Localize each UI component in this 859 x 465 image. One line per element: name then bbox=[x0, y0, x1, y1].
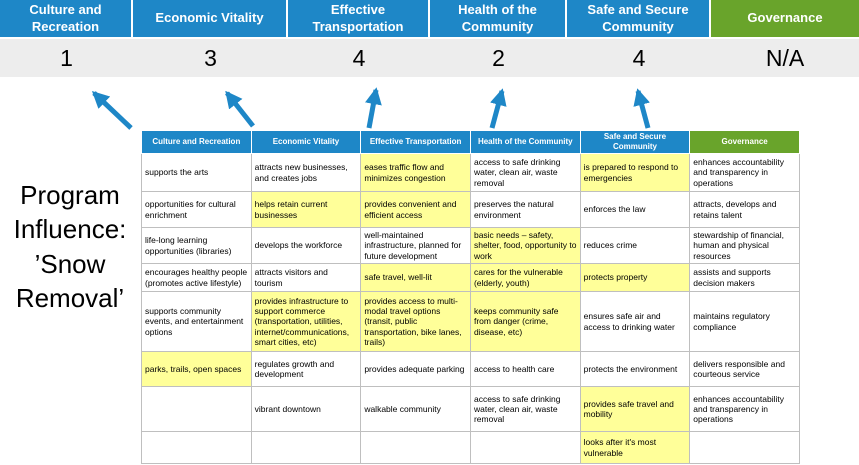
matrix-cell bbox=[141, 431, 252, 464]
matrix-cell: provides infrastructure to support comme… bbox=[250, 291, 362, 352]
up-arrow-icon bbox=[633, 88, 651, 129]
matrix-cell: safe travel, well-lit bbox=[360, 263, 471, 292]
matrix-header-row: Culture and Recreation Economic Vitality E… bbox=[141, 130, 800, 154]
matrix-cell: helps retain current businesses bbox=[250, 191, 362, 228]
matrix-cell: provides safe travel and mobility bbox=[579, 386, 691, 432]
matrix-cell: stewardship of financial, human and phys… bbox=[689, 227, 800, 264]
matrix-cell: provides access to multi-modal travel op… bbox=[360, 291, 471, 352]
matrix-cell: encourages healthy people (promotes acti… bbox=[141, 263, 252, 292]
matrix-cell: cares for the vulnerable (elderly, youth… bbox=[469, 263, 581, 292]
matrix-cell: well-maintained infrastructure, planned … bbox=[360, 227, 471, 264]
matrix-col-header-0: Culture and Recreation bbox=[141, 130, 252, 154]
matrix-cell: preserves the natural environment bbox=[469, 191, 581, 228]
matrix-cell: provides convenient and efficient access bbox=[360, 191, 471, 228]
matrix-cell: access to safe drinking water, clean air… bbox=[469, 153, 581, 192]
matrix-cell: keeps community safe from danger (crime,… bbox=[469, 291, 581, 352]
matrix-col-header-2: Effective Transportation bbox=[360, 130, 471, 154]
program-influence-label: Program Influence: ’Snow Removal’ bbox=[13, 180, 127, 313]
matrix-cell bbox=[689, 431, 800, 464]
matrix-body: supports the arts attracts new businesses… bbox=[141, 153, 800, 464]
summary-header-4: Safe and Secure Community bbox=[567, 0, 711, 37]
up-arrow-icon bbox=[489, 88, 507, 129]
matrix-cell: parks, trails, open spaces bbox=[141, 351, 252, 387]
summary-score-4: 4 bbox=[567, 37, 711, 77]
matrix-cell bbox=[250, 431, 362, 464]
summary-header-3: Health of the Community bbox=[430, 0, 567, 37]
matrix-cell: protects property bbox=[579, 263, 691, 292]
summary-header-2: Effective Transportation bbox=[288, 0, 430, 37]
matrix-cell: access to safe drinking water, clean air… bbox=[469, 386, 581, 432]
summary-table: Culture and Recreation Economic Vitality E… bbox=[0, 0, 859, 77]
up-arrow-icon bbox=[225, 90, 255, 128]
matrix-cell: enhances accountability and transparency… bbox=[689, 153, 800, 192]
matrix-row-5: parks, trails, open spaces regulates grow… bbox=[141, 351, 800, 387]
summary-header-5: Governance bbox=[711, 0, 859, 37]
matrix-row-3: encourages healthy people (promotes acti… bbox=[141, 263, 800, 292]
summary-score-1: 3 bbox=[133, 37, 288, 77]
summary-score-row: 1 3 4 2 4 N/A bbox=[0, 37, 859, 77]
matrix-cell: ensures safe air and access to drinking … bbox=[579, 291, 691, 352]
summary-header-0: Culture and Recreation bbox=[0, 0, 133, 37]
matrix-cell: basic needs – safety, shelter, food, opp… bbox=[469, 227, 581, 264]
up-arrow-icon bbox=[91, 91, 133, 130]
matrix-col-header-1: Economic Vitality bbox=[250, 130, 362, 154]
summary-score-0: 1 bbox=[0, 37, 133, 77]
summary-header-1: Economic Vitality bbox=[133, 0, 288, 37]
matrix-cell: access to health care bbox=[469, 351, 581, 387]
summary-score-3: 2 bbox=[430, 37, 567, 77]
matrix-row-0: supports the arts attracts new businesses… bbox=[141, 153, 800, 192]
matrix-row-4: supports community events, and entertain… bbox=[141, 291, 800, 352]
matrix-cell: is prepared to respond to emergencies bbox=[579, 153, 691, 192]
matrix-col-header-3: Health of the Community bbox=[469, 130, 581, 154]
up-arrow-icon bbox=[365, 87, 382, 129]
matrix-cell: attracts visitors and tourism bbox=[250, 263, 362, 292]
matrix-cell: develops the workforce bbox=[250, 227, 362, 264]
matrix-row-6: vibrant downtown walkable community access… bbox=[141, 386, 800, 432]
matrix-cell: maintains regulatory compliance bbox=[689, 291, 800, 352]
matrix-cell: provides adequate parking bbox=[360, 351, 471, 387]
matrix-cell: attracts new businesses, and creates job… bbox=[250, 153, 362, 192]
matrix-col-header-4: Safe and Secure Community bbox=[579, 130, 691, 154]
matrix-cell: opportunities for cultural enrichment bbox=[141, 191, 252, 228]
matrix-cell: delivers responsible and courteous servi… bbox=[689, 351, 800, 387]
matrix-cell: reduces crime bbox=[579, 227, 691, 264]
matrix-cell bbox=[469, 431, 581, 464]
matrix-row-1: opportunities for cultural enrichment hel… bbox=[141, 191, 800, 228]
matrix-cell: supports community events, and entertain… bbox=[141, 291, 252, 352]
influence-matrix: Culture and Recreation Economic Vitality E… bbox=[141, 130, 800, 464]
matrix-cell: supports the arts bbox=[141, 153, 252, 192]
matrix-row-2: life-long learning opportunities (librar… bbox=[141, 227, 800, 264]
matrix-cell: eases traffic flow and minimizes congest… bbox=[360, 153, 471, 192]
matrix-cell: looks after it's most vulnerable bbox=[579, 431, 691, 464]
matrix-cell: assists and supports decision makers bbox=[689, 263, 800, 292]
matrix-cell: attracts, develops and retains talent bbox=[689, 191, 800, 228]
matrix-cell bbox=[360, 431, 471, 464]
summary-header-row: Culture and Recreation Economic Vitality E… bbox=[0, 0, 859, 37]
matrix-cell: enhances accountability and transparency… bbox=[689, 386, 800, 432]
matrix-cell: walkable community bbox=[360, 386, 471, 432]
summary-score-5: N/A bbox=[711, 37, 859, 77]
matrix-cell: life-long learning opportunities (librar… bbox=[141, 227, 252, 264]
matrix-cell bbox=[141, 386, 252, 432]
matrix-cell: enforces the law bbox=[579, 191, 691, 228]
matrix-col-header-5: Governance bbox=[689, 130, 800, 154]
matrix-row-7: looks after it's most vulnerable bbox=[141, 431, 800, 464]
summary-score-2: 4 bbox=[288, 37, 430, 77]
matrix-cell: protects the environment bbox=[579, 351, 691, 387]
matrix-cell: regulates growth and development bbox=[250, 351, 362, 387]
matrix-cell: vibrant downtown bbox=[250, 386, 362, 432]
